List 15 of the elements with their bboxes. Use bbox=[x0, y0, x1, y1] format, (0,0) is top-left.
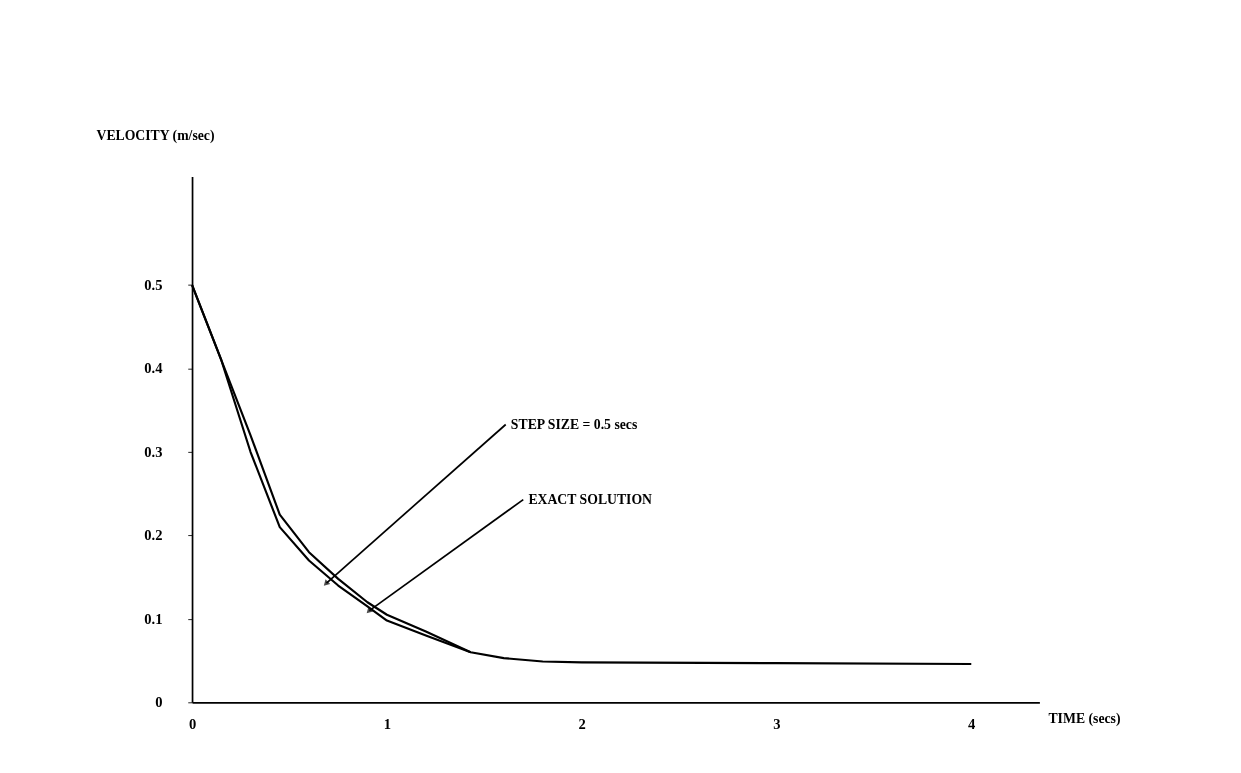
y-axis-title: VELOCITY (m/sec) bbox=[96, 128, 215, 145]
y-tick-label: 0.5 bbox=[144, 276, 163, 293]
x-tick-label: 1 bbox=[383, 716, 391, 733]
y-tick-label: 0.1 bbox=[144, 610, 163, 627]
y-tick-label: 0 bbox=[155, 694, 163, 711]
annotation: EXACT SOLUTION bbox=[528, 491, 653, 507]
y-tick-label: 0.3 bbox=[144, 443, 163, 460]
x-tick-label: 4 bbox=[968, 716, 977, 733]
annotation: STEP SIZE = 0.5 secs bbox=[510, 416, 638, 432]
x-tick-label: 0 bbox=[188, 716, 197, 733]
y-tick-label: 0.2 bbox=[144, 527, 163, 544]
x-tick-label: 2 bbox=[578, 716, 586, 733]
x-axis-title: TIME (secs) bbox=[1048, 710, 1121, 727]
x-tick-label: 3 bbox=[773, 716, 781, 733]
y-tick-label: 0.4 bbox=[144, 360, 164, 377]
